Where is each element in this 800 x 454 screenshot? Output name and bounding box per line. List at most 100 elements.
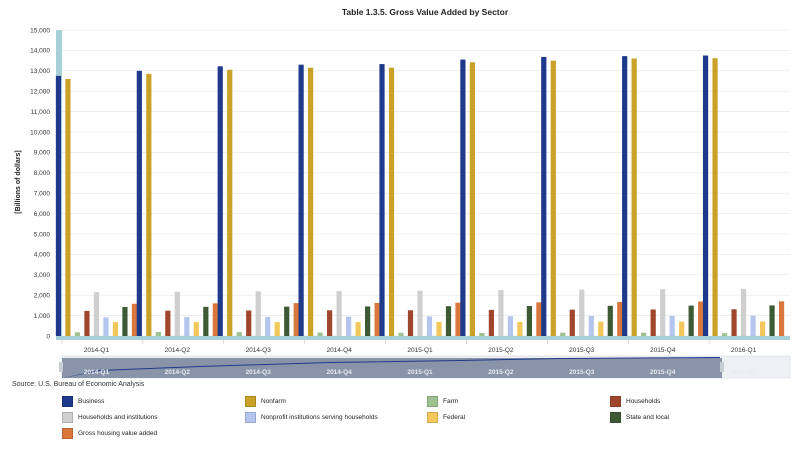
- bar-state-and-local-2014-q1[interactable]: [122, 307, 128, 336]
- legend-item-nonfarm[interactable]: Nonfarm: [245, 395, 286, 407]
- bar-households-2016-q1[interactable]: [731, 309, 737, 336]
- bar-farm-2014-q3[interactable]: [236, 332, 242, 336]
- bar-farm-2014-q1[interactable]: [74, 332, 81, 336]
- bar-business-2014-q4[interactable]: [298, 64, 304, 337]
- bar-chart: Table 1.3.5. Gross Value Added by Sector…: [15, 7, 791, 379]
- bar-gross-housing-value-added-2015-q1[interactable]: [455, 302, 461, 336]
- bar-households-and-institutions-2015-q3[interactable]: [579, 289, 585, 336]
- bar-federal-2016-q1[interactable]: [759, 321, 766, 336]
- bar-gross-housing-value-added-2015-q4[interactable]: [698, 301, 704, 336]
- bar-nonfarm-2015-q4[interactable]: [631, 58, 637, 337]
- bar-nonfarm-2014-q1[interactable]: [65, 78, 71, 337]
- bar-farm-2014-q2[interactable]: [155, 331, 161, 336]
- legend-swatch: [245, 395, 256, 407]
- legend-item-farm[interactable]: Farm: [427, 395, 458, 407]
- bar-state-and-local-2014-q3[interactable]: [284, 306, 290, 336]
- bar-households-2015-q1[interactable]: [407, 310, 414, 336]
- y-tick-label: 9,000: [34, 150, 51, 157]
- bar-business-2015-q3[interactable]: [541, 56, 547, 336]
- bar-farm-2015-q3[interactable]: [560, 332, 566, 336]
- legend-item-nonprofit-institutions-serving-households[interactable]: Nonprofit institutions serving household…: [245, 411, 378, 423]
- bar-federal-2014-q1[interactable]: [112, 322, 119, 336]
- bar-state-and-local-2015-q1[interactable]: [445, 306, 452, 336]
- bar-state-and-local-2014-q4[interactable]: [365, 306, 371, 336]
- legend-item-business[interactable]: Business: [62, 395, 104, 407]
- bar-households-2014-q2[interactable]: [165, 310, 171, 336]
- y-tick-label: 1,000: [34, 313, 51, 320]
- bar-households-and-institutions-2015-q2[interactable]: [498, 290, 504, 336]
- bar-nonfarm-2014-q2[interactable]: [146, 73, 152, 337]
- bar-households-and-institutions-2014-q2[interactable]: [174, 291, 180, 336]
- legend-item-state-and-local[interactable]: State and local: [610, 411, 669, 423]
- bar-households-and-institutions-2015-q4[interactable]: [660, 289, 666, 336]
- range-navigator[interactable]: 2014-Q1 2014-Q2 2014-Q3 2014-Q4 2015-Q1 2015-…: [59, 355, 791, 379]
- bar-nonprofit-institutions-serving-households-2015-q3[interactable]: [588, 316, 594, 336]
- bar-nonfarm-2015-q3[interactable]: [550, 60, 556, 336]
- bar-business-2016-q1[interactable]: [702, 55, 709, 337]
- legend-item-households-and-institutions[interactable]: Households and institutions: [62, 411, 158, 423]
- bar-farm-2015-q1[interactable]: [398, 332, 404, 336]
- bar-gross-housing-value-added-2014-q1[interactable]: [131, 303, 138, 336]
- bar-households-2014-q3[interactable]: [246, 310, 252, 337]
- bar-farm-2015-q4[interactable]: [641, 332, 647, 336]
- bar-nonfarm-2016-q1[interactable]: [712, 58, 718, 336]
- legend-label: Business: [78, 397, 105, 405]
- navigator-left-handle[interactable]: [59, 362, 63, 372]
- bar-state-and-local-2014-q2[interactable]: [203, 306, 209, 336]
- bar-state-and-local-2015-q4[interactable]: [688, 305, 694, 336]
- bar-gross-housing-value-added-2015-q3[interactable]: [617, 301, 623, 336]
- bar-farm-2014-q4[interactable]: [317, 332, 323, 336]
- bar-state-and-local-2015-q2[interactable]: [526, 306, 532, 336]
- bar-business-2015-q2[interactable]: [460, 59, 466, 337]
- bar-federal-2015-q4[interactable]: [679, 321, 685, 336]
- navigator-right-handle[interactable]: [720, 362, 724, 372]
- bar-state-and-local-2015-q3[interactable]: [607, 305, 613, 336]
- bar-nonfarm-2015-q2[interactable]: [469, 62, 475, 337]
- bar-households-and-institutions-2014-q4[interactable]: [336, 290, 342, 336]
- bar-business-2014-q2[interactable]: [136, 70, 142, 337]
- bar-business-2015-q4[interactable]: [622, 56, 628, 336]
- bar-federal-2015-q1[interactable]: [436, 321, 442, 336]
- bar-nonprofit-institutions-serving-households-2015-q2[interactable]: [507, 316, 513, 336]
- bar-nonfarm-2014-q4[interactable]: [308, 67, 314, 337]
- legend-item-households[interactable]: Households: [610, 395, 660, 407]
- bar-households-and-institutions-2014-q1[interactable]: [93, 292, 100, 336]
- bar-farm-2016-q1[interactable]: [721, 333, 728, 336]
- bar-federal-2014-q2[interactable]: [193, 322, 199, 336]
- y-axis-label: [Billions of dollars]: [15, 150, 22, 213]
- bar-households-2015-q4[interactable]: [650, 309, 656, 336]
- bar-gross-housing-value-added-2014-q2[interactable]: [212, 303, 218, 336]
- bar-federal-2015-q2[interactable]: [517, 321, 523, 336]
- bar-nonprofit-institutions-serving-households-2015-q1[interactable]: [426, 316, 433, 336]
- bar-nonprofit-institutions-serving-households-2014-q3[interactable]: [265, 316, 271, 336]
- bar-gross-housing-value-added-2014-q4[interactable]: [374, 302, 380, 336]
- bar-federal-2014-q3[interactable]: [274, 322, 280, 336]
- navigator-selection[interactable]: [62, 358, 722, 378]
- bar-gross-housing-value-added-2015-q2[interactable]: [536, 302, 542, 336]
- bar-business-2014-q1[interactable]: [55, 75, 62, 337]
- bar-households-2015-q2[interactable]: [488, 309, 494, 336]
- legend-item-federal[interactable]: Federal: [427, 411, 465, 423]
- bar-nonfarm-2015-q1[interactable]: [388, 67, 395, 337]
- bar-business-2014-q3[interactable]: [217, 66, 223, 336]
- bar-gross-housing-value-added-2014-q3[interactable]: [293, 303, 299, 336]
- bar-households-and-institutions-2014-q3[interactable]: [255, 291, 261, 336]
- bar-federal-2014-q4[interactable]: [355, 322, 361, 336]
- bar-state-and-local-2016-q1[interactable]: [769, 305, 775, 336]
- bar-households-2014-q1[interactable]: [84, 310, 90, 336]
- bar-federal-2015-q3[interactable]: [598, 321, 604, 336]
- bar-nonprofit-institutions-serving-households-2016-q1[interactable]: [750, 315, 756, 336]
- bar-nonprofit-institutions-serving-households-2014-q4[interactable]: [346, 316, 352, 336]
- legend-item-gross-housing-value-added[interactable]: Gross housing value added: [62, 427, 157, 439]
- bar-gross-housing-value-added-2016-q1[interactable]: [778, 301, 785, 336]
- bar-farm-2015-q2[interactable]: [479, 332, 485, 336]
- bar-households-and-institutions-2016-q1[interactable]: [740, 288, 747, 336]
- bar-households-2014-q4[interactable]: [327, 310, 333, 336]
- bar-nonfarm-2014-q3[interactable]: [227, 69, 233, 336]
- bar-households-and-institutions-2015-q1[interactable]: [417, 290, 423, 336]
- bar-business-2015-q1[interactable]: [379, 64, 385, 337]
- bar-nonprofit-institutions-serving-households-2014-q2[interactable]: [184, 317, 190, 336]
- bar-nonprofit-institutions-serving-households-2015-q4[interactable]: [669, 315, 675, 336]
- bar-households-2015-q3[interactable]: [569, 309, 575, 336]
- bar-nonprofit-institutions-serving-households-2014-q1[interactable]: [103, 317, 109, 336]
